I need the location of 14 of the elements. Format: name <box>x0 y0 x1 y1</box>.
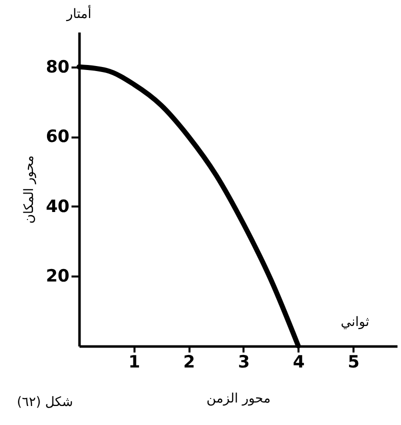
y-axis-title: محور المكان <box>22 155 37 224</box>
text: شكل (٦٢) <box>16 395 73 410</box>
x-tick-label: 5 <box>348 352 360 372</box>
y-tick-label: 40 <box>46 196 70 217</box>
y-tick-label: 20 <box>46 266 70 287</box>
text: أمتار <box>66 5 92 22</box>
x-tick-label: 3 <box>238 352 250 372</box>
annotation: ثواني <box>340 315 370 330</box>
x-tick-label: 4 <box>292 352 305 372</box>
y-tick-label: 60 <box>46 127 70 148</box>
y-tick-label: 80 <box>46 57 70 78</box>
x-tick-label: 2 <box>183 352 196 372</box>
x-axis-title: محور الزمن <box>206 392 271 406</box>
x-tick-label: 1 <box>128 352 140 372</box>
